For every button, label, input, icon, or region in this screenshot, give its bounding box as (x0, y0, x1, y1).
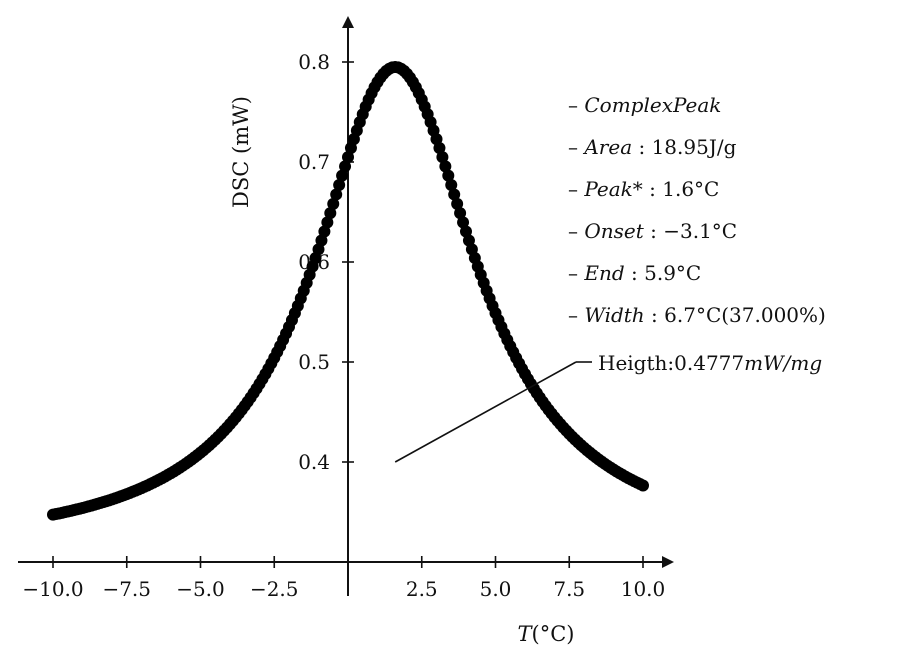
x-axis-title: T(°C) (518, 622, 575, 646)
y-tick-label: 0.5 (298, 350, 330, 374)
data-point (318, 225, 331, 238)
data-point (457, 216, 470, 229)
x-tick-label: 2.5 (406, 577, 438, 601)
legend: – ComplexPeak – Area : 18.95J/g – Peak* : … (568, 93, 826, 327)
legend-entry: – End : 5.9°C (568, 261, 701, 285)
x-tick-label: −7.5 (102, 577, 151, 601)
x-tick-label: −2.5 (250, 577, 299, 601)
x-tick-label: 5.0 (480, 577, 512, 601)
height-leader-line (394, 361, 577, 463)
legend-entry: – Peak* : 1.6°C (568, 177, 719, 201)
y-tick-label: 0.4 (298, 450, 330, 474)
y-axis-title: DSC (mW) (229, 96, 253, 208)
x-tick-label: 10.0 (621, 577, 666, 601)
height-annotation-label: Heigth:0.4777mW/mg (598, 351, 822, 375)
data-point (330, 188, 343, 201)
data-point (327, 197, 340, 210)
data-point (324, 207, 337, 220)
x-tick-label: −10.0 (22, 577, 83, 601)
height-annotation: Heigth:0.4777mW/mg (394, 351, 822, 463)
data-point (445, 179, 458, 192)
x-ticks: −10.0 −7.5 −5.0 −2.5 2.5 5.0 7.5 10.0 (22, 556, 665, 601)
x-tick-label: −5.0 (176, 577, 225, 601)
data-point (336, 169, 349, 182)
y-tick-label: 0.8 (298, 50, 330, 74)
data-point (637, 479, 649, 492)
data-point (451, 197, 464, 210)
x-tick-label: 7.5 (553, 577, 585, 601)
y-ticks: 0.40.50.60.70.8 (298, 50, 354, 474)
legend-entry: – Area : 18.95J/g (568, 135, 737, 159)
legend-entry: – Width : 6.7°C(37.000%) (568, 303, 826, 327)
legend-entry: – Onset : −3.1°C (568, 219, 737, 243)
data-point (339, 160, 352, 173)
y-tick-label: 0.7 (298, 150, 330, 174)
data-point (433, 142, 446, 154)
data-point (448, 188, 461, 201)
data-point (342, 151, 354, 164)
data-points (47, 61, 649, 521)
data-point (321, 216, 334, 229)
data-point (333, 179, 346, 192)
data-point (442, 169, 455, 182)
data-point (436, 151, 449, 164)
legend-entry: – ComplexPeak (568, 93, 721, 117)
data-point (439, 160, 452, 173)
data-point (454, 207, 467, 220)
